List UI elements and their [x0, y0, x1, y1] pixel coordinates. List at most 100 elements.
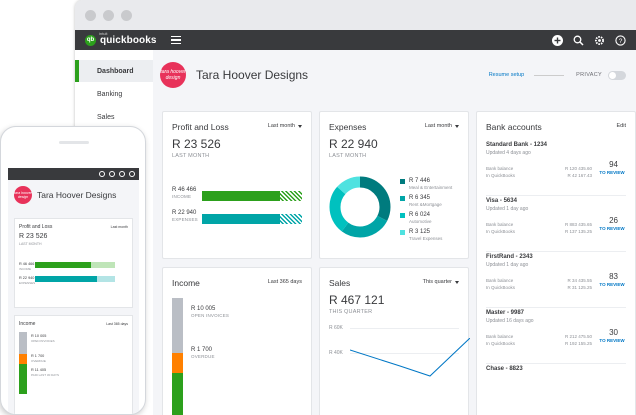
total-amount: R 22 940: [329, 137, 378, 151]
search-icon[interactable]: [573, 35, 584, 46]
y-tick-label: R 40K: [329, 350, 343, 356]
period-dropdown[interactable]: This quarter: [423, 279, 459, 285]
donut-slice[interactable]: [329, 176, 391, 238]
help-icon[interactable]: ?: [615, 34, 626, 46]
balance-labels: Bank balance In QuickBooks: [486, 333, 515, 347]
expense-legend-item[interactable]: R 6 345 Rent &Mortgage: [400, 195, 442, 207]
qb-logo-icon: qb: [85, 34, 96, 46]
quickbooks-logo[interactable]: qb quickbooks intuit: [85, 31, 157, 46]
legend-swatch: [400, 196, 405, 201]
expense-legend-item[interactable]: R 3 125 Travel Expenses: [400, 229, 442, 241]
open-invoices-label: OPEN INVOICES: [191, 313, 230, 318]
brand-wordmark: quickbooks: [100, 34, 157, 46]
bank-account-row[interactable]: Chase - 8823: [486, 366, 626, 415]
create-plus-icon[interactable]: [552, 34, 563, 46]
to-review-link[interactable]: TO REVIEW: [599, 338, 625, 343]
legend-amount: R 6 345: [409, 195, 431, 201]
search-icon[interactable]: [109, 171, 115, 177]
help-icon[interactable]: [129, 171, 135, 177]
sidebar-item-dashboard[interactable]: Dashboard: [75, 60, 153, 82]
expenses-bar-remainder: [97, 276, 115, 282]
overdue-bar[interactable]: [172, 353, 183, 373]
qb-balance-value: R 137 135.25: [564, 229, 592, 234]
period-label[interactable]: Last month: [110, 225, 128, 229]
net-amount: R 23 526: [172, 137, 221, 151]
sales-line-chart[interactable]: [350, 338, 470, 398]
overdue-amount: R 1 700: [191, 347, 213, 353]
expenses-donut-chart[interactable]: [328, 175, 392, 239]
net-amount: R 23 526: [19, 233, 48, 240]
mobile-profit-loss-card[interactable]: Profit and Loss Last month R 23 526 LAST…: [14, 218, 133, 308]
income-bar: [35, 262, 115, 268]
legend-amount: R 7 446: [409, 178, 431, 184]
chevron-down-icon: [455, 280, 459, 284]
window-maximize-dot[interactable]: [121, 9, 132, 21]
window-minimize-dot[interactable]: [103, 9, 114, 21]
bank-updated: Updated 1 day ago: [486, 262, 529, 268]
mobile-phone-frame: tara hoover design Tara Hoover Designs P…: [0, 126, 146, 415]
bank-balance-label: Bank balance: [486, 278, 514, 283]
to-review-link[interactable]: TO REVIEW: [599, 226, 625, 231]
to-review-link[interactable]: TO REVIEW: [599, 282, 625, 287]
gear-icon[interactable]: [594, 35, 605, 46]
sidebar-item-banking[interactable]: Banking: [97, 90, 123, 98]
review-count: 83: [609, 272, 618, 281]
mobile-company-header: tara hoover design Tara Hoover Designs: [8, 180, 139, 210]
bank-balance-label: Bank balance: [486, 166, 514, 171]
expenses-label: EXPENSES: [19, 281, 36, 285]
chevron-down-icon: [298, 124, 302, 128]
bank-account-name: FirstRand - 2343: [486, 254, 533, 260]
paid-bar: [19, 364, 27, 394]
card-title: Profit and Loss: [19, 224, 53, 230]
sales-card: Sales This quarter R 467 121 THIS QUARTE…: [319, 267, 470, 415]
brand-prefix: intuit: [99, 31, 108, 36]
bank-account-row[interactable]: Master - 9987 Updated 16 days ago Bank bal…: [486, 310, 626, 364]
privacy-toggle[interactable]: [608, 70, 626, 80]
top-navigation-bar: qb quickbooks intuit ?: [75, 30, 636, 50]
create-plus-icon[interactable]: [99, 171, 105, 177]
donut-slice[interactable]: [329, 176, 391, 238]
overdue-label: OVERDUE: [31, 359, 46, 363]
sales-sub-label: THIS QUARTER: [329, 309, 373, 315]
open-invoices-amount: R 10 005: [31, 334, 47, 338]
expenses-amount: R 22 940: [19, 276, 35, 280]
income-row[interactable]: R 46 466 INCOME: [172, 187, 302, 213]
gear-icon[interactable]: [119, 171, 125, 177]
period-dropdown[interactable]: Last month: [268, 123, 302, 129]
period-label[interactable]: Last 365 days: [267, 279, 302, 285]
donut-slice[interactable]: [329, 176, 391, 238]
bank-account-row[interactable]: Standard Bank - 1234 Updated 4 days ago Ba…: [486, 142, 626, 196]
period-label[interactable]: Last 365 days: [106, 322, 128, 326]
company-logo: tara hoover design: [160, 62, 186, 88]
window-close-dot[interactable]: [85, 9, 96, 21]
period-label: This quarter: [422, 279, 452, 285]
privacy-label: PRIVACY: [576, 72, 602, 78]
edit-link[interactable]: Edit: [616, 123, 626, 129]
open-invoices-bar[interactable]: [172, 298, 183, 353]
to-review-link[interactable]: TO REVIEW: [599, 170, 625, 175]
setup-progress-line: [534, 74, 565, 76]
expense-legend-item[interactable]: R 7 446 Meal & Entertainment: [400, 178, 452, 190]
income-label: INCOME: [172, 194, 192, 199]
bank-account-row[interactable]: Visa - 5634 Updated 1 day ago Bank balance…: [486, 198, 626, 252]
legend-label: Automotive: [409, 219, 432, 224]
balance-values: R 883 435.65 R 137 135.25: [562, 221, 592, 235]
sales-amount: R 467 121: [329, 293, 385, 307]
legend-amount: R 3 125: [409, 229, 431, 235]
mobile-income-card[interactable]: Income Last 365 days R 10 005 OPEN INVOI…: [14, 315, 133, 414]
card-title: Expenses: [329, 122, 367, 132]
sidebar-item-sales[interactable]: Sales: [97, 113, 115, 121]
expense-legend-item[interactable]: R 6 024 Automotive: [400, 212, 432, 224]
expenses-row[interactable]: R 22 940 EXPENSES: [172, 210, 302, 236]
legend-swatch: [400, 213, 405, 218]
svg-text:?: ?: [619, 37, 623, 44]
resume-setup-link[interactable]: Resume setup: [488, 72, 525, 78]
bank-account-row[interactable]: FirstRand - 2343 Updated 1 day ago Bank ba…: [486, 254, 626, 308]
overdue-amount: R 1 700: [31, 354, 45, 358]
period-dropdown[interactable]: Last month: [425, 123, 459, 129]
paid-bar[interactable]: [172, 373, 183, 415]
menu-icon[interactable]: [170, 35, 181, 45]
bank-balance-label: Bank balance: [486, 222, 514, 227]
review-count: 26: [609, 216, 618, 225]
legend-label: Rent &Mortgage: [409, 202, 442, 207]
